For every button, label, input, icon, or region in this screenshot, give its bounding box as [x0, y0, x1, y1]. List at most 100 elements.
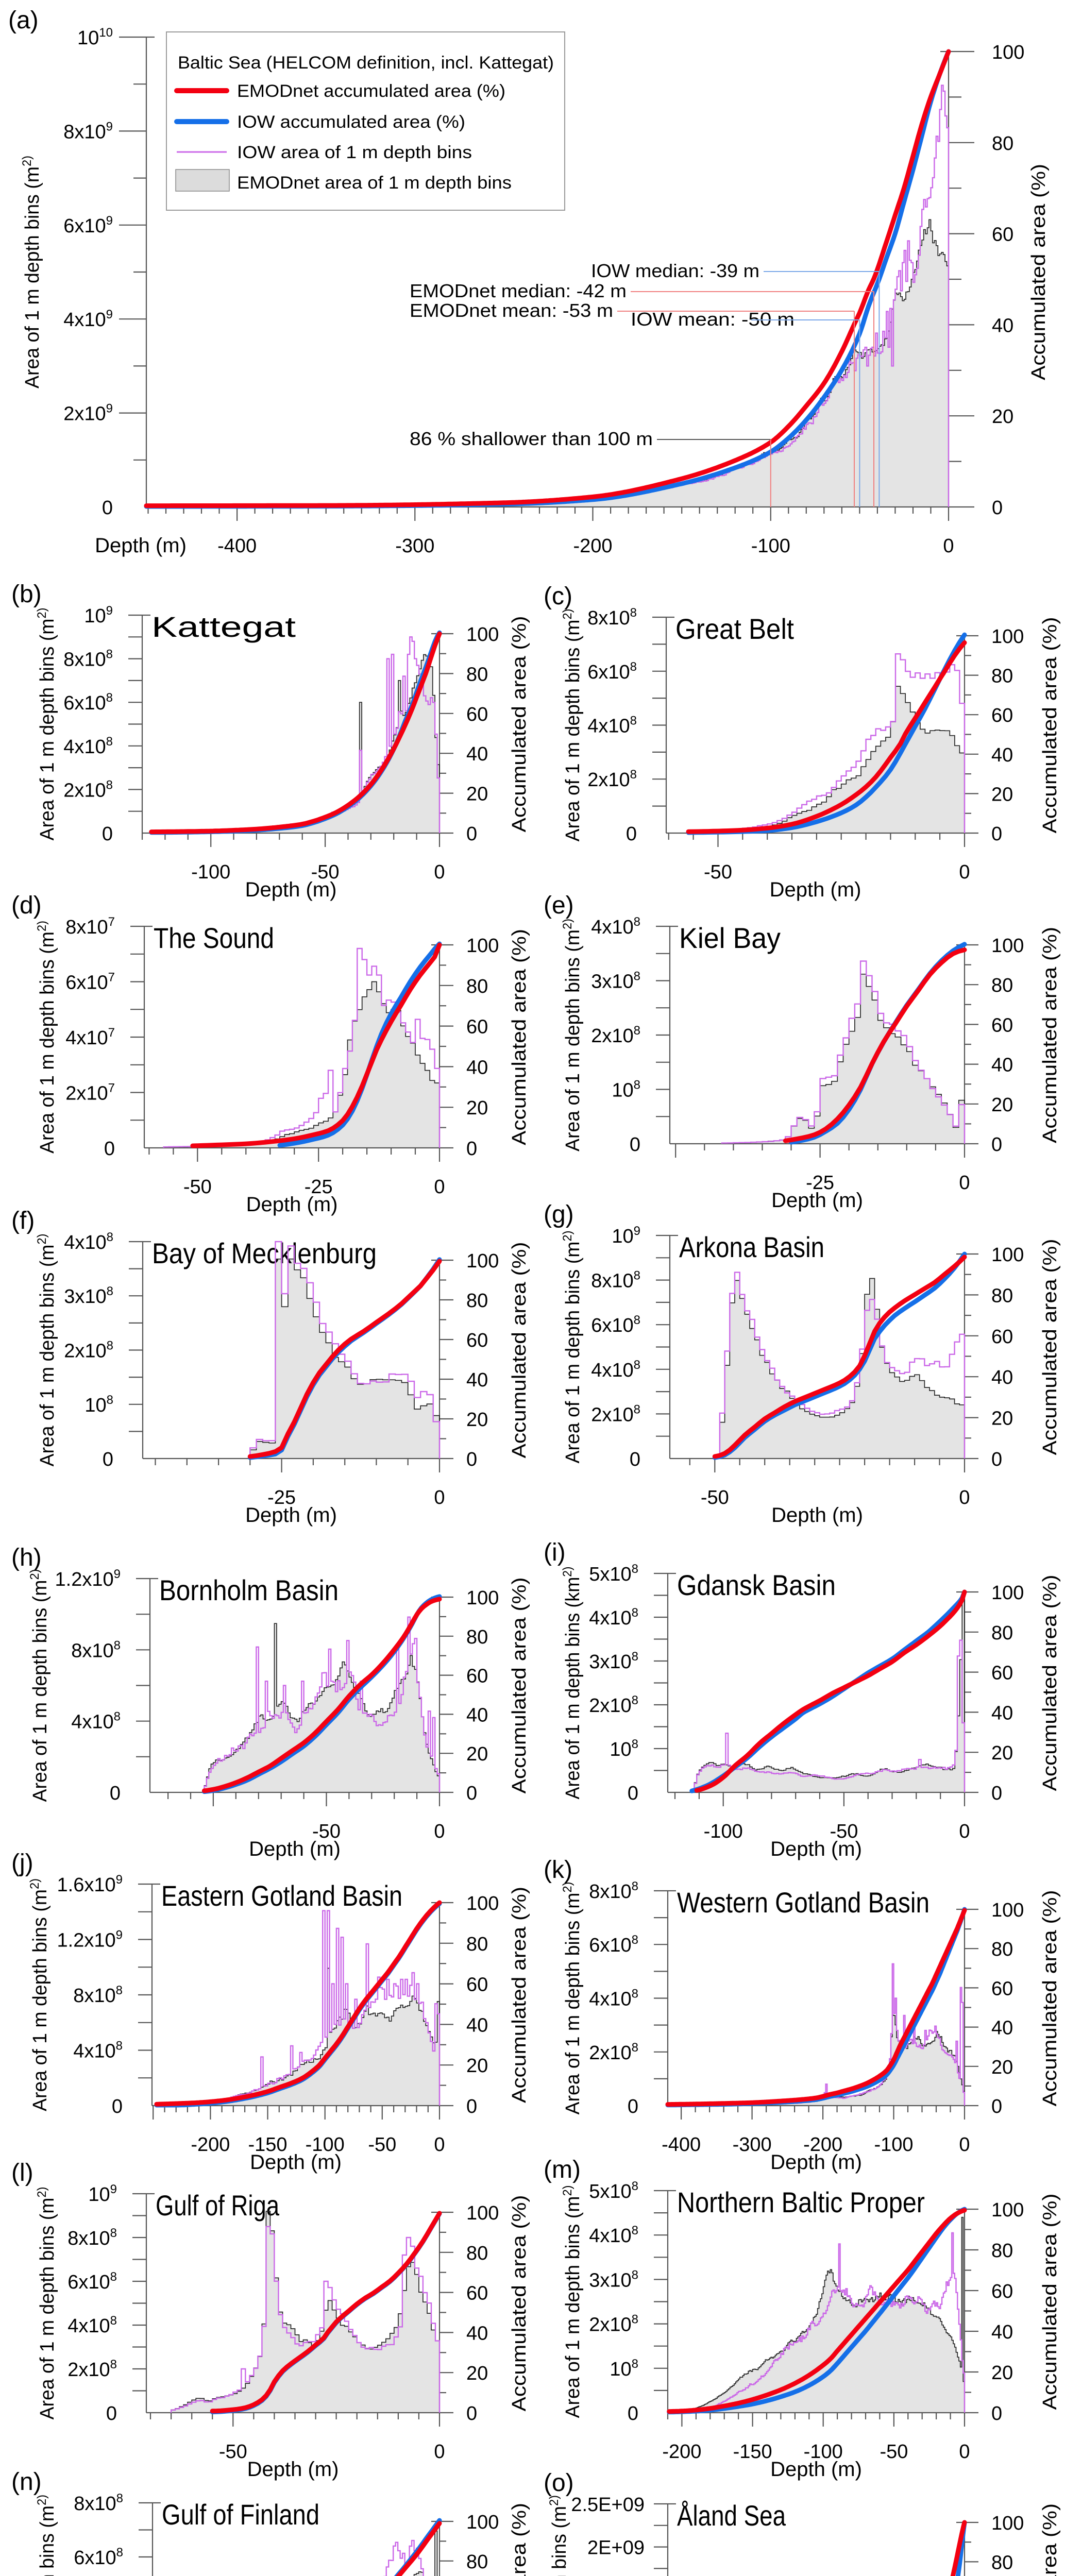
svg-text:0: 0: [991, 2096, 1002, 2117]
svg-text:2x108: 2x108: [589, 1693, 638, 1717]
svg-text:0: 0: [943, 535, 954, 557]
svg-text:109: 109: [88, 2182, 117, 2206]
svg-text:20: 20: [991, 2057, 1013, 2078]
svg-text:Accumulated area (%): Accumulated area (%): [509, 929, 530, 1145]
svg-text:1.2x109: 1.2x109: [57, 1928, 123, 1952]
svg-text:2.5E+09: 2.5E+09: [571, 2494, 645, 2516]
svg-text:Depth (m): Depth (m): [95, 534, 187, 557]
svg-text:Accumulated area (%): Accumulated area (%): [1039, 1890, 1061, 2107]
svg-text:-200: -200: [573, 535, 612, 557]
svg-text:-400: -400: [217, 535, 257, 557]
svg-text:-200: -200: [803, 2134, 842, 2156]
svg-text:20: 20: [991, 2362, 1013, 2384]
svg-text:60: 60: [992, 224, 1013, 246]
svg-text:8x108: 8x108: [591, 1269, 640, 1292]
svg-text:Gulf of Finland: Gulf of Finland: [162, 2498, 319, 2531]
svg-text:Depth (m): Depth (m): [246, 1193, 338, 1216]
svg-text:-50: -50: [219, 2441, 247, 2463]
svg-text:40: 40: [991, 744, 1013, 766]
svg-text:6x108: 6x108: [591, 1313, 640, 1336]
svg-text:3x108: 3x108: [589, 2268, 638, 2291]
svg-text:2x108: 2x108: [63, 778, 113, 801]
svg-text:0: 0: [110, 1783, 121, 1804]
svg-text:Area of 1 m depth bins (m2): Area of 1 m depth bins (m2): [547, 2495, 570, 2576]
svg-text:Accumulated area (%): Accumulated area (%): [509, 1578, 530, 1794]
svg-text:0: 0: [959, 1172, 970, 1194]
svg-text:8x109: 8x109: [63, 120, 113, 143]
svg-text:40: 40: [992, 315, 1013, 336]
svg-text:5x108: 5x108: [589, 1562, 638, 1585]
svg-text:80: 80: [991, 1285, 1013, 1307]
svg-text:-50: -50: [880, 2441, 908, 2463]
svg-text:0: 0: [991, 1134, 1002, 1156]
svg-text:0: 0: [102, 497, 113, 519]
svg-text:-25: -25: [305, 1176, 333, 1198]
svg-text:IOW accumulated area (%): IOW accumulated area (%): [237, 112, 465, 132]
svg-text:Area of 1 m depth bins (m2): Area of 1 m depth bins (m2): [35, 2495, 58, 2576]
svg-text:6x108: 6x108: [587, 660, 637, 683]
svg-text:0: 0: [959, 1821, 970, 1842]
svg-text:Accumulated area (%): Accumulated area (%): [1039, 2503, 1061, 2576]
svg-text:8x107: 8x107: [65, 915, 115, 938]
svg-text:2x108: 2x108: [591, 1024, 640, 1047]
svg-text:2x108: 2x108: [589, 2313, 638, 2336]
svg-text:2x108: 2x108: [67, 2358, 117, 2381]
svg-text:-200: -200: [662, 2441, 701, 2463]
svg-text:Accumulated area (%): Accumulated area (%): [1039, 1575, 1061, 1791]
svg-text:20: 20: [466, 784, 488, 805]
svg-text:40: 40: [466, 2014, 488, 2036]
svg-text:-300: -300: [395, 535, 434, 557]
svg-text:-300: -300: [733, 2134, 772, 2156]
svg-text:40: 40: [991, 1367, 1013, 1388]
svg-text:Area of 1 m depth bins (m2): Area of 1 m depth bins (m2): [561, 1882, 584, 2115]
svg-text:Gdansk Basin: Gdansk Basin: [677, 1569, 836, 1601]
svg-text:EMODnet area of 1 m depth bins: EMODnet area of 1 m depth bins: [237, 173, 512, 193]
svg-text:0: 0: [434, 1487, 445, 1509]
svg-text:Accumulated area (%): Accumulated area (%): [1039, 1239, 1061, 1455]
svg-text:Depth (m): Depth (m): [771, 1189, 863, 1212]
svg-text:Accumulated area (%): Accumulated area (%): [509, 1242, 530, 1459]
svg-text:100: 100: [992, 42, 1024, 63]
svg-text:0: 0: [104, 1138, 115, 1160]
svg-text:(l): (l): [11, 2159, 33, 2187]
svg-text:Baltic Sea (HELCOM definition,: Baltic Sea (HELCOM definition, incl. Kat…: [178, 53, 554, 73]
svg-text:Area of 1 m depth bins (m2): Area of 1 m depth bins (m2): [561, 2185, 584, 2418]
svg-text:Area of 1 m depth bins (m2): Area of 1 m depth bins (m2): [35, 1234, 58, 1467]
svg-text:2x108: 2x108: [587, 768, 637, 791]
svg-text:Area of 1 m depth bins (m2): Area of 1 m depth bins (m2): [35, 921, 58, 1154]
svg-text:0: 0: [959, 861, 970, 883]
svg-text:4x107: 4x107: [65, 1026, 115, 1049]
svg-text:40: 40: [991, 1055, 1013, 1076]
svg-text:(d): (d): [11, 892, 42, 919]
svg-text:40: 40: [466, 1369, 488, 1391]
svg-text:(e): (e): [544, 892, 574, 919]
svg-text:4x108: 4x108: [64, 1230, 113, 1253]
svg-text:2x107: 2x107: [65, 1081, 115, 1105]
svg-text:0: 0: [106, 2403, 117, 2425]
svg-text:0: 0: [630, 1134, 640, 1156]
svg-text:60: 60: [991, 2281, 1013, 2302]
svg-text:80: 80: [466, 2243, 488, 2264]
svg-text:60: 60: [466, 1330, 488, 1351]
svg-text:Accumulated area (%): Accumulated area (%): [509, 2195, 530, 2412]
svg-text:100: 100: [991, 1900, 1024, 1921]
svg-text:4x109: 4x109: [63, 308, 113, 331]
svg-text:-50: -50: [701, 1487, 729, 1509]
svg-text:6x108: 6x108: [74, 2546, 123, 2569]
svg-text:2x108: 2x108: [591, 1402, 640, 1426]
svg-text:8x108: 8x108: [67, 2226, 117, 2249]
svg-text:40: 40: [466, 1704, 488, 1726]
svg-text:(i): (i): [544, 1539, 566, 1566]
svg-text:Depth (m): Depth (m): [247, 2458, 339, 2481]
svg-text:3x108: 3x108: [591, 970, 640, 993]
svg-text:0: 0: [991, 823, 1002, 845]
svg-text:0: 0: [466, 2096, 477, 2117]
svg-text:2x109: 2x109: [63, 402, 113, 425]
svg-text:0: 0: [434, 1821, 445, 1842]
svg-text:0: 0: [466, 823, 477, 845]
svg-text:8x108: 8x108: [589, 1879, 638, 1903]
svg-text:0: 0: [959, 2441, 970, 2463]
svg-text:Bay of Mecklenburg: Bay of Mecklenburg: [152, 1237, 377, 1269]
svg-text:100: 100: [466, 935, 499, 957]
svg-text:6x108: 6x108: [589, 1933, 638, 1956]
